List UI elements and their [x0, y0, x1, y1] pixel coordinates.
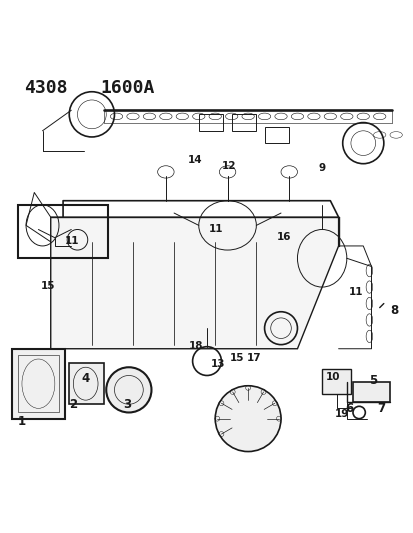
Text: 14: 14: [188, 155, 202, 165]
Bar: [18, 355, 59, 413]
Text: 17: 17: [246, 353, 261, 363]
Text: 9: 9: [317, 163, 324, 173]
Bar: [18, 205, 108, 259]
Text: 5: 5: [368, 374, 377, 387]
Text: 12: 12: [221, 160, 236, 171]
Polygon shape: [51, 217, 338, 349]
Text: 1600A: 1600A: [100, 79, 154, 98]
Text: 13: 13: [211, 359, 225, 369]
Bar: [321, 369, 350, 394]
Text: 18: 18: [188, 341, 202, 351]
Text: 19: 19: [334, 409, 348, 418]
Text: 2: 2: [69, 398, 77, 411]
Bar: [198, 115, 223, 131]
Text: 16: 16: [276, 232, 291, 242]
Circle shape: [215, 386, 280, 451]
Text: 3: 3: [122, 398, 131, 411]
Text: 1: 1: [18, 415, 26, 428]
Bar: [264, 127, 289, 143]
Text: 15: 15: [229, 353, 244, 363]
Text: 15: 15: [40, 281, 55, 291]
Text: 7: 7: [377, 402, 385, 416]
Bar: [12, 349, 65, 418]
Text: 11: 11: [348, 287, 363, 297]
Ellipse shape: [106, 367, 151, 413]
Bar: [352, 382, 389, 402]
Text: 11: 11: [209, 223, 223, 233]
Text: 4308: 4308: [24, 79, 67, 98]
Bar: [69, 363, 104, 404]
Text: 11: 11: [65, 236, 79, 246]
Text: 10: 10: [325, 372, 340, 382]
Text: 8: 8: [389, 304, 397, 317]
Bar: [231, 115, 256, 131]
Text: 6: 6: [344, 402, 352, 416]
Text: 4: 4: [81, 372, 90, 385]
